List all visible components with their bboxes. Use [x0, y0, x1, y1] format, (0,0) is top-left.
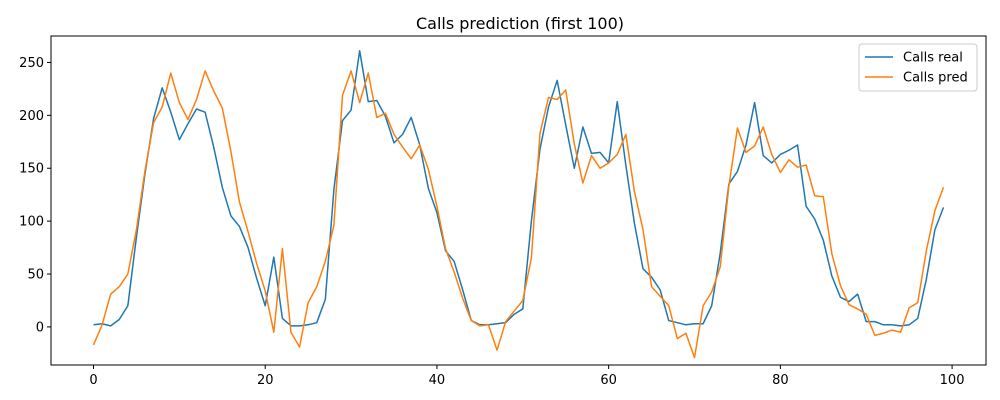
series-line-pred: [92, 70, 945, 359]
axes: 0 20 40 60 80 100 0 50 100 150 200 250: [19, 56, 964, 388]
x-tick-label: 20: [257, 373, 274, 388]
y-tick-label: 100: [19, 215, 44, 230]
y-tick-label: 250: [19, 56, 44, 71]
plot-frame: [50, 35, 987, 366]
series-lines: [92, 50, 945, 359]
x-tick-label: 100: [940, 373, 965, 388]
y-tick-label: 0: [36, 320, 44, 335]
y-tick-label: 150: [19, 162, 44, 177]
legend: Calls real Calls pred: [858, 43, 978, 92]
y-tick-label: 50: [27, 268, 44, 283]
x-tick-label: 0: [89, 373, 97, 388]
legend-label-real: Calls real: [903, 51, 963, 66]
x-tick-label: 40: [429, 373, 446, 388]
series-line-real: [93, 50, 945, 327]
x-tick-label: 60: [600, 373, 617, 388]
y-tick-label: 200: [19, 109, 44, 124]
legend-label-pred: Calls pred: [903, 71, 968, 86]
legend-box: [858, 43, 978, 92]
chart-title: Calls prediction (first 100): [416, 14, 624, 33]
x-tick-label: 80: [772, 373, 789, 388]
